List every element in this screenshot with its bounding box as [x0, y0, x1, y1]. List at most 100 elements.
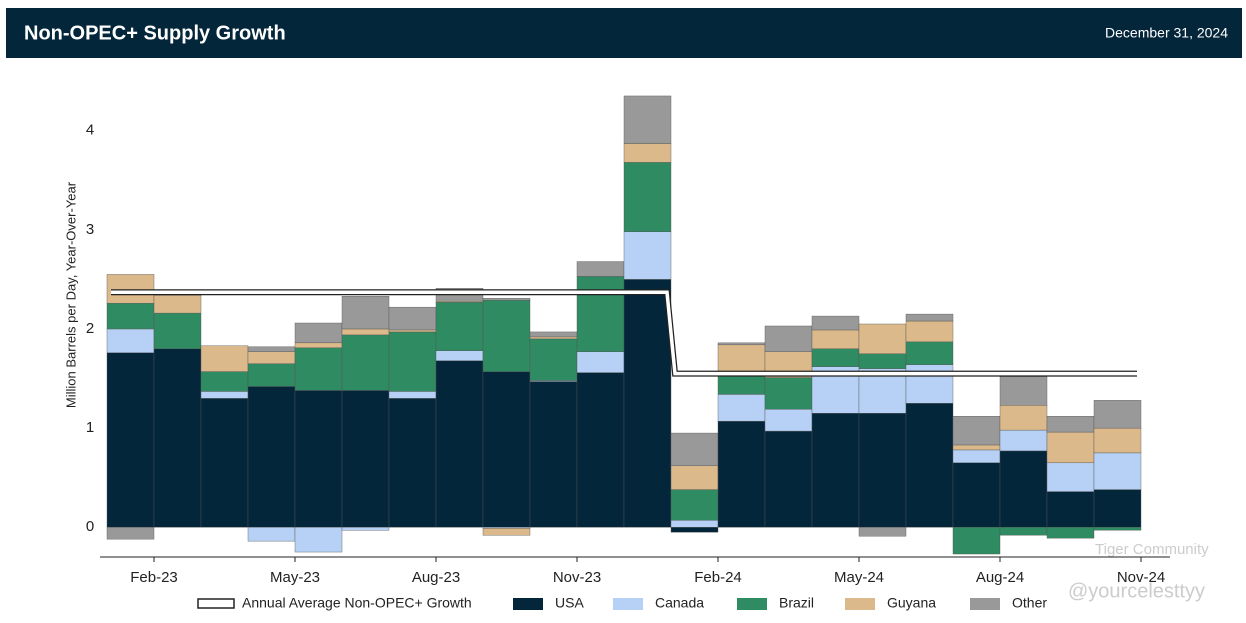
x-tick-label: Nov-23: [553, 569, 601, 586]
bar-segment: [905, 403, 954, 528]
bar-segment: [811, 329, 860, 349]
bar-segment: [764, 325, 813, 352]
bar-segment: [717, 344, 766, 376]
bar-segment: [670, 489, 719, 521]
x-tick-label: Nov-24: [1117, 569, 1165, 586]
bar-segment: [623, 162, 672, 232]
bar-segment: [482, 528, 531, 536]
y-tick-label: 4: [86, 122, 94, 139]
legend-label: Annual Average Non-OPEC+ Growth: [242, 595, 472, 611]
bar-segment: [247, 527, 296, 542]
bar-segment: [482, 371, 531, 528]
header-bar: [6, 8, 1242, 58]
bar-segment: [999, 527, 1048, 536]
bar-segment: [1046, 527, 1095, 539]
bar-segment: [200, 345, 249, 372]
bar-segment: [106, 352, 155, 528]
y-axis-label: Million Barrels per Day, Year-Over-Year: [63, 181, 78, 408]
page-date: December 31, 2024: [1105, 25, 1228, 41]
bar-segment: [341, 296, 390, 330]
x-tick-label: Feb-24: [694, 569, 742, 586]
legend-swatch: [513, 598, 543, 610]
page-title: Non-OPEC+ Supply Growth: [24, 22, 286, 44]
legend-label: Guyana: [887, 595, 936, 611]
bar-segment: [811, 315, 860, 331]
bar-segment: [717, 394, 766, 422]
y-tick-label: 3: [86, 221, 94, 238]
bar-segment: [576, 351, 625, 373]
x-tick-label: May-23: [270, 569, 320, 586]
bar-segment: [858, 353, 907, 369]
bar-segment: [106, 274, 155, 304]
bar-segment: [764, 377, 813, 410]
bar-segment: [341, 328, 390, 336]
bar-segment: [623, 143, 672, 163]
x-tick-label: Aug-24: [976, 569, 1024, 586]
bar-segment: [200, 398, 249, 528]
bar-segment: [905, 320, 954, 343]
bar-segment: [1093, 452, 1142, 490]
y-tick-label: 1: [86, 419, 94, 436]
bar-segment: [999, 429, 1048, 452]
bar-segment: [435, 350, 484, 361]
average-line: [111, 290, 1137, 376]
bar-segment: [905, 364, 954, 404]
bar-segment: [482, 298, 531, 301]
y-tick-label: 2: [86, 320, 94, 337]
x-tick-label: Aug-23: [412, 569, 460, 586]
bar-segment: [388, 398, 437, 528]
bar-segment: [294, 527, 343, 553]
bar-segment: [811, 348, 860, 367]
bar-segment: [106, 527, 155, 540]
legend-swatch: [613, 598, 643, 610]
legend-swatch: [197, 598, 235, 609]
bar-segment: [106, 328, 155, 353]
watermark: Tiger Community: [1095, 541, 1209, 558]
bar-segment: [529, 336, 578, 340]
bar-segment: [905, 341, 954, 365]
bar-segment: [1046, 491, 1095, 528]
bar-segment: [529, 338, 578, 381]
bar-segment: [247, 351, 296, 364]
bar-segment: [1046, 431, 1095, 464]
bar-segment: [200, 371, 249, 392]
legend-label: USA: [555, 595, 584, 611]
bar-segment: [623, 231, 672, 280]
bar-segment: [200, 391, 249, 399]
bar-segment: [247, 386, 296, 528]
bar-segment: [1093, 400, 1142, 429]
bar-segment: [294, 390, 343, 528]
y-tick-label: 0: [86, 518, 94, 535]
legend-swatch: [737, 598, 767, 610]
bar-segment: [576, 261, 625, 277]
bar-segment: [952, 416, 1001, 446]
bar-segment: [999, 405, 1048, 431]
bar-segment: [717, 342, 766, 346]
bar-segment: [717, 375, 766, 395]
bar-segment: [952, 462, 1001, 528]
bar-segment: [952, 444, 1001, 451]
bar-segment: [999, 450, 1048, 528]
bar-segment: [388, 306, 437, 331]
bar-segment: [106, 302, 155, 330]
bar-segment: [1093, 527, 1142, 531]
bar-segment: [1093, 489, 1142, 528]
bar-segment: [341, 334, 390, 391]
bar-segment: [482, 300, 531, 372]
bar-segment: [294, 322, 343, 344]
bar-segment: [670, 432, 719, 466]
bar-segment: [764, 409, 813, 432]
legend-label: Canada: [655, 595, 704, 611]
bar-segment: [247, 363, 296, 387]
x-tick-label: May-24: [834, 569, 884, 586]
bar-segment: [623, 279, 672, 528]
watermark: @yourcelesttyy: [1068, 580, 1205, 602]
bar-segment: [858, 527, 907, 537]
bar-segment: [153, 312, 202, 349]
bar-segment: [294, 342, 343, 348]
x-tick-label: Feb-23: [130, 569, 178, 586]
legend-label: Other: [1012, 595, 1047, 611]
bar-segment: [1093, 427, 1142, 454]
bar-segment: [529, 381, 578, 528]
